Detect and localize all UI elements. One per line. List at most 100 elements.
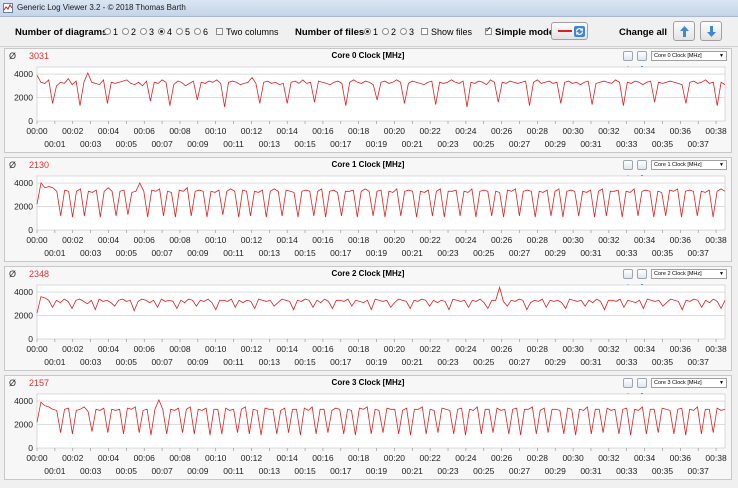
x-tick-label: 00:28 — [527, 126, 549, 136]
x-tick-label: 00:29 — [545, 357, 567, 367]
panel-header: Ø 2157 Core 3 Clock [MHz] Core 3 Clock [MHz… — [5, 376, 731, 401]
chevron-down-icon: ▼ — [719, 271, 724, 277]
x-tick-label: 00:35 — [652, 357, 674, 367]
x-tick-label: 00:19 — [366, 466, 388, 476]
move-down-button[interactable] — [637, 269, 647, 292]
move-up-button[interactable] — [623, 378, 633, 401]
x-tick-label: 00:05 — [116, 248, 138, 258]
x-tick-label: 00:33 — [616, 466, 638, 476]
x-tick-label: 00:38 — [705, 235, 727, 245]
x-tick-label: 00:33 — [616, 248, 638, 258]
sensor-dropdown[interactable]: Core 1 Clock [MHz] ▼ — [651, 160, 727, 170]
diagram-panel: Ø 2157 Core 3 Clock [MHz] Core 3 Clock [MHz… — [4, 375, 732, 480]
x-tick-label: 00:00 — [26, 344, 48, 354]
x-tick-label: 00:32 — [598, 453, 620, 463]
diagrams-radio-label: 1 — [113, 27, 119, 37]
move-down-button[interactable] — [637, 160, 647, 183]
x-tick-label: 00:08 — [169, 344, 191, 354]
x-tick-label: 00:20 — [384, 344, 406, 354]
x-tick-label: 00:32 — [598, 126, 620, 136]
move-down-button[interactable] — [637, 378, 647, 401]
diagrams-radio-label: 2 — [131, 27, 137, 37]
x-tick-label: 00:17 — [330, 139, 352, 149]
diagrams-radio-2[interactable] — [122, 28, 129, 35]
show-files-checkbox[interactable] — [421, 28, 428, 35]
diagrams-radio-3[interactable] — [140, 28, 147, 35]
move-up-button[interactable] — [623, 160, 633, 183]
arrow-down-icon — [707, 26, 716, 37]
x-tick-label: 00:37 — [688, 248, 710, 258]
x-tick-label: 00:17 — [330, 466, 352, 476]
x-tick-label: 00:27 — [509, 139, 531, 149]
x-tick-label: 00:16 — [312, 344, 334, 354]
x-tick-label: 00:05 — [116, 357, 138, 367]
x-tick-label: 00:14 — [277, 235, 299, 245]
x-tick-label: 00:03 — [80, 248, 102, 258]
x-tick-label: 00:15 — [294, 357, 316, 367]
title-bar: Generic Log Viewer 3.2 - © 2018 Thomas B… — [0, 0, 738, 17]
move-down-all-button[interactable] — [700, 21, 722, 41]
x-tick-label: 00:21 — [402, 248, 424, 258]
x-tick-label: 00:22 — [420, 235, 442, 245]
y-tick-label: 4000 — [14, 396, 33, 406]
files-radio-3[interactable] — [400, 28, 407, 35]
diagrams-radio-4[interactable] — [158, 28, 165, 35]
x-tick-label: 00:26 — [491, 126, 513, 136]
x-tick-label: 00:06 — [134, 453, 156, 463]
x-tick-label: 00:11 — [223, 248, 244, 258]
x-tick-label: 00:24 — [455, 235, 477, 245]
two-columns-checkbox[interactable] — [216, 28, 223, 35]
x-tick-label: 00:29 — [545, 139, 567, 149]
move-up-all-button[interactable] — [673, 21, 695, 41]
x-tick-label: 00:03 — [80, 357, 102, 367]
show-files-label: Show files — [431, 27, 473, 37]
toolbar: Number of diagrams 1 2 3 4 5 6 Two colum… — [0, 17, 738, 47]
sensor-dropdown[interactable]: Core 2 Clock [MHz] ▼ — [651, 269, 727, 279]
move-down-button[interactable] — [637, 51, 647, 74]
x-tick-label: 00:21 — [402, 466, 424, 476]
x-tick-label: 00:37 — [688, 357, 710, 367]
diagrams-radio-5[interactable] — [176, 28, 183, 35]
average-symbol: Ø — [9, 160, 17, 170]
x-tick-label: 00:17 — [330, 357, 352, 367]
y-tick-label: 4000 — [14, 69, 33, 79]
x-tick-label: 00:08 — [169, 126, 191, 136]
panel-header: Ø 2348 Core 2 Clock [MHz] Core 2 Clock [MHz… — [5, 267, 731, 292]
x-tick-label: 00:25 — [473, 248, 495, 258]
sensor-dropdown[interactable]: Core 0 Clock [MHz] ▼ — [651, 51, 727, 61]
sensor-dropdown[interactable]: Core 3 Clock [MHz] ▼ — [651, 378, 727, 388]
x-tick-label: 00:19 — [366, 139, 388, 149]
x-tick-label: 00:07 — [151, 248, 173, 258]
x-tick-label: 00:35 — [652, 139, 674, 149]
x-tick-label: 00:02 — [62, 453, 84, 463]
window-title: Generic Log Viewer 3.2 - © 2018 Thomas B… — [17, 3, 186, 12]
panel-header: Ø 2130 Core 1 Clock [MHz] Core 1 Clock [MHz… — [5, 158, 731, 183]
x-tick-label: 00:08 — [169, 453, 191, 463]
move-up-button[interactable] — [623, 269, 633, 292]
sensor-dropdown-value: Core 0 Clock [MHz] — [654, 53, 702, 59]
x-tick-label: 00:10 — [205, 126, 227, 136]
simple-mode-checkbox[interactable] — [485, 25, 492, 35]
x-tick-label: 00:16 — [312, 453, 334, 463]
x-tick-label: 00:17 — [330, 248, 352, 258]
x-tick-label: 00:37 — [688, 139, 710, 149]
series-line — [36, 182, 726, 218]
line-color-button[interactable] — [551, 22, 588, 40]
files-radio-1[interactable] — [364, 28, 371, 35]
x-tick-label: 00:33 — [616, 357, 638, 367]
x-tick-label: 00:06 — [134, 344, 156, 354]
move-up-button[interactable] — [623, 51, 633, 74]
chevron-down-icon: ▼ — [719, 162, 724, 168]
diagrams-radio-1[interactable] — [104, 28, 111, 35]
x-tick-label: 00:28 — [527, 453, 549, 463]
diagrams-radio-6[interactable] — [194, 28, 201, 35]
diagram-panel: Ø 3031 Core 0 Clock [MHz] Core 0 Clock [MHz… — [4, 48, 732, 153]
x-tick-label: 00:27 — [509, 357, 531, 367]
y-tick-label: 2000 — [14, 420, 33, 430]
x-tick-label: 00:34 — [634, 235, 656, 245]
x-tick-label: 00:26 — [491, 453, 513, 463]
two-columns-label: Two columns — [226, 27, 279, 37]
y-tick-label: 0 — [28, 443, 33, 453]
x-tick-label: 00:30 — [562, 453, 584, 463]
files-radio-2[interactable] — [382, 28, 389, 35]
